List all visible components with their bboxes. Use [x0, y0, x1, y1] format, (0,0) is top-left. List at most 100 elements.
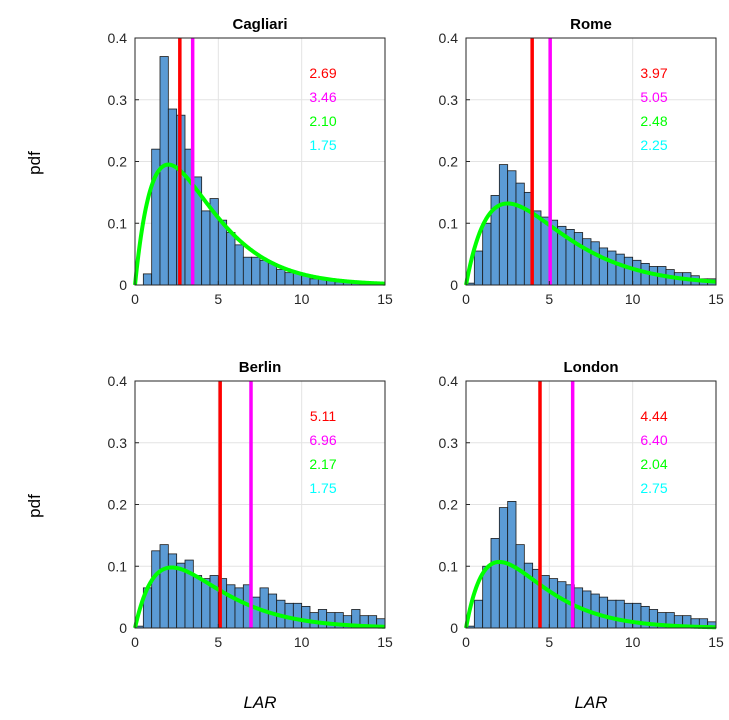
panel-rome: 0 5 10 15 0 0.1 0.2 0.3 0.4 Rome 3.97 5.05 2.48 2.25: [439, 16, 724, 307]
london-histogram-bar: [490, 538, 500, 629]
cagliari-ytick-label: 0.1: [108, 215, 128, 231]
panel-cagliari: 0 5 10 15 0 0.1 0.2 0.3 0.4 Cagliari 2.69 3.46 2.10 1…: [108, 16, 393, 307]
cagliari-histogram-bar: [142, 273, 153, 286]
london-annotation: 2.75: [640, 480, 667, 496]
xlabel-right: LAR: [574, 693, 607, 712]
rome-ytick-label: 0: [450, 277, 458, 293]
london-title: London: [564, 359, 619, 376]
berlin-histogram-bar: [159, 544, 169, 629]
london-annotation: 2.04: [640, 456, 667, 472]
london-histogram-bar: [548, 578, 559, 629]
rome-xtick-label: 0: [462, 291, 470, 307]
london-histogram-bar: [473, 599, 484, 629]
cagliari-ytick-label: 0.4: [108, 30, 128, 46]
cagliari-ytick-label: 0.2: [108, 154, 128, 170]
berlin-histogram-bar: [301, 605, 311, 629]
berlin-annotation: 1.75: [309, 480, 336, 496]
berlin-ytick-label: 0: [119, 620, 127, 636]
london-ytick-label: 0.2: [439, 497, 459, 513]
rome-annotation: 2.48: [640, 113, 667, 129]
berlin-xtick-label: 10: [294, 634, 310, 650]
rome-histogram-bar: [615, 253, 625, 286]
cagliari-annotation: 1.75: [309, 137, 336, 153]
berlin-ytick-label: 0.2: [108, 497, 128, 513]
berlin-histogram-bar: [292, 602, 303, 629]
london-histogram-bar: [623, 602, 634, 629]
rome-histogram-bar: [498, 164, 509, 286]
london-ytick-label: 0.1: [439, 558, 459, 574]
cagliari-ytick-label: 0: [119, 277, 127, 293]
rome-histogram-bar: [573, 232, 584, 286]
rome-xtick-label: 5: [545, 291, 553, 307]
london-annotation: 4.44: [640, 408, 667, 424]
london-annotation: 6.40: [640, 432, 667, 448]
rome-histogram-bar: [607, 250, 617, 286]
berlin-histogram-bar: [234, 587, 244, 629]
cagliari-annotation: 2.10: [309, 113, 336, 129]
cagliari-histogram-bar: [159, 56, 169, 286]
london-histogram-bar: [540, 575, 550, 629]
rome-fit-curve: [464, 201, 718, 286]
berlin-xtick-label: 15: [377, 634, 393, 650]
london-histogram-bar: [615, 599, 625, 629]
london-xtick-label: 0: [462, 634, 470, 650]
berlin-histogram-bar: [176, 562, 186, 629]
berlin-histogram-bar: [226, 584, 236, 629]
rome-ytick-label: 0.4: [439, 30, 459, 46]
cagliari-histogram-bar: [259, 259, 269, 286]
berlin-ytick-label: 0.4: [108, 373, 128, 389]
london-histogram-bar: [607, 599, 617, 629]
cagliari-annotation: 3.46: [309, 89, 336, 105]
rome-histogram-bar: [507, 170, 517, 286]
cagliari-xtick-label: 10: [294, 291, 310, 307]
rome-histogram-bar: [623, 256, 634, 286]
rome-annotation: 2.25: [640, 137, 667, 153]
rome-histogram-bar: [482, 222, 492, 286]
berlin-ytick-label: 0.1: [108, 558, 128, 574]
cagliari-histogram-bar: [242, 256, 253, 286]
rome-histogram-bar: [598, 247, 609, 286]
london-histogram-bar: [598, 596, 609, 629]
cagliari-xtick-label: 5: [214, 291, 222, 307]
london-histogram-bar: [482, 565, 492, 629]
london-xtick-label: 15: [708, 634, 724, 650]
berlin-histogram-bar: [151, 550, 161, 629]
berlin-annotation: 2.17: [309, 456, 336, 472]
cagliari-histogram-bar: [167, 108, 178, 286]
cagliari-histogram-bar: [276, 269, 286, 286]
cagliari-xtick-label: 15: [377, 291, 393, 307]
rome-ytick-label: 0.1: [439, 215, 459, 231]
london-xtick-label: 5: [545, 634, 553, 650]
cagliari-fit-curve: [133, 162, 387, 286]
berlin-title: Berlin: [239, 359, 282, 376]
cagliari-histogram-bar: [226, 232, 236, 286]
london-xtick-label: 10: [625, 634, 641, 650]
london-ytick-label: 0.4: [439, 373, 459, 389]
berlin-ytick-label: 0.3: [108, 435, 128, 451]
panel-london: 0 5 10 15 0 0.1 0.2 0.3 0.4 London 4.44 6.40 2.04 2.7…: [439, 359, 724, 650]
london-ytick-label: 0: [450, 620, 458, 636]
cagliari-histogram-bar: [201, 210, 211, 286]
rome-histogram-bar: [540, 216, 550, 286]
cagliari-histogram-bar: [217, 219, 228, 286]
cagliari-histogram-bar: [251, 256, 261, 286]
cagliari-histogram-bar: [309, 278, 319, 286]
berlin-annotation: 5.11: [310, 408, 336, 424]
rome-ytick-label: 0.2: [439, 154, 459, 170]
rome-histogram-bar: [590, 241, 600, 286]
cagliari-ytick-label: 0.3: [108, 92, 128, 108]
berlin-histogram-bar: [251, 596, 261, 629]
berlin-histogram-bar: [167, 553, 178, 629]
berlin-annotation: 6.96: [309, 432, 336, 448]
cagliari-title: Cagliari: [232, 16, 287, 33]
berlin-fit-curve: [133, 565, 387, 629]
xlabel-left: LAR: [243, 693, 276, 712]
rome-xtick-label: 10: [625, 291, 641, 307]
cagliari-histogram-bar: [234, 244, 244, 286]
rome-annotation: 5.05: [640, 89, 667, 105]
london-histogram-bar: [515, 544, 525, 629]
rome-histogram-bar: [473, 250, 484, 286]
london-fit-curve: [464, 559, 718, 630]
rome-annotation: 3.97: [640, 65, 667, 81]
